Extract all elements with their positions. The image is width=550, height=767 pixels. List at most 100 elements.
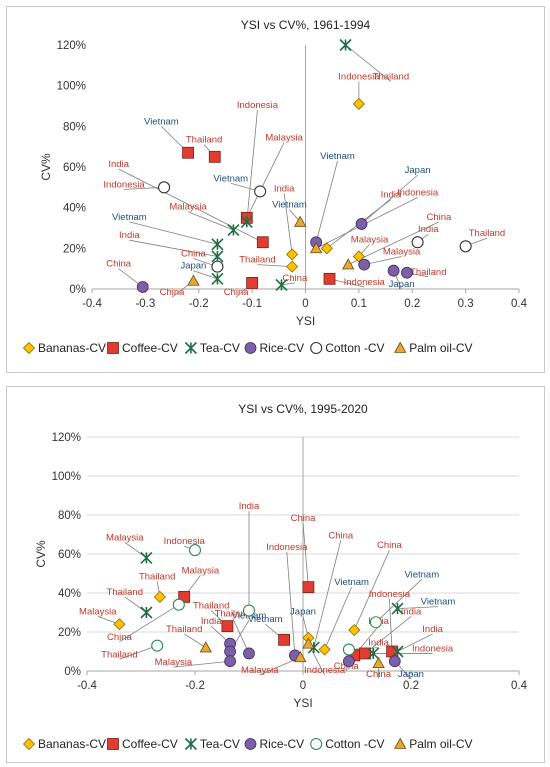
legend-label: Tea-CV: [200, 737, 240, 751]
x-tick-label: 0.2: [403, 680, 419, 692]
data-label: India: [368, 638, 389, 649]
data-label: Thailand: [186, 135, 222, 146]
data-point: [199, 641, 212, 653]
data-point: [242, 604, 256, 617]
data-point: [387, 264, 400, 277]
data-point: [348, 623, 361, 637]
data-label: India: [239, 501, 260, 512]
y-tick-label: 40%: [63, 203, 86, 215]
data-point: [172, 598, 185, 611]
data-label: Malaysia: [265, 133, 303, 144]
data-label: Vietnam: [248, 614, 283, 625]
data-label: India: [381, 190, 402, 201]
y-tick-label: 80%: [58, 510, 81, 522]
leader-line: [302, 522, 309, 588]
data-label: India: [422, 624, 443, 635]
data-point: [293, 215, 307, 227]
legend-label: Coffee-CV: [122, 737, 178, 751]
y-tick-label: 20%: [58, 627, 81, 639]
data-point: [188, 544, 202, 557]
x-tick-label: 0.4: [511, 298, 528, 310]
data-label: Vietnam: [213, 173, 248, 184]
data-point: [358, 258, 371, 271]
leader-line: [313, 540, 342, 648]
data-label: Thailand: [239, 255, 275, 266]
data-label: Japan: [389, 279, 415, 290]
data-label: Japan: [405, 165, 431, 176]
data-label: Thailand: [373, 72, 409, 83]
data-point: [227, 223, 240, 237]
y-tick-label: 120%: [52, 432, 81, 444]
data-point: [136, 281, 149, 293]
y-tick-label: 0%: [64, 666, 81, 678]
data-label: Thailand: [166, 624, 202, 635]
data-point: [352, 97, 365, 111]
data-point: [359, 647, 372, 660]
chart-panel-1961-1994: YSI vs CV%, 1961-1994 0% 20% 40% 60% 80% 100% 1…: [6, 6, 545, 373]
data-label: Indonesia: [344, 277, 386, 288]
legend-marker: [310, 737, 323, 751]
data-point: [153, 590, 166, 603]
data-label: Malaysia: [383, 246, 421, 257]
data-label: Vietnam: [272, 200, 307, 211]
leader-line: [286, 552, 296, 656]
x-tick-label: -0.4: [77, 680, 97, 692]
leader-line: [353, 549, 390, 631]
x-tick-label: 0.2: [404, 298, 420, 310]
leader-line: [119, 645, 158, 660]
data-label: Vietnam: [112, 212, 147, 223]
data-point: [342, 258, 355, 270]
leader-line: [173, 660, 231, 668]
x-axis-title: YSI: [296, 314, 315, 328]
data-label: Thailand: [107, 587, 143, 598]
x-tick-label: 0: [300, 680, 306, 692]
legend-label: Tea-CV: [200, 341, 240, 355]
data-label: Malaysia: [351, 234, 389, 245]
data-label: Japan: [398, 669, 424, 680]
data-point: [369, 616, 382, 629]
data-point: [243, 647, 255, 660]
leader-line: [183, 633, 207, 648]
data-point: [342, 655, 355, 668]
data-point: [302, 581, 315, 594]
data-point: [211, 238, 224, 251]
data-point: [113, 618, 126, 631]
legend-marker: [394, 737, 407, 749]
data-label: Vietnam: [320, 151, 355, 162]
legend-label: Cotton -CV: [325, 341, 384, 355]
data-label: Malaysia: [241, 665, 279, 676]
data-label: Indonesia: [164, 536, 206, 547]
data-label: China: [282, 273, 308, 284]
data-label: Malaysia: [79, 606, 117, 617]
leader-line: [315, 160, 338, 243]
legend-label: Cotton -CV: [325, 737, 384, 751]
data-label: Malaysia: [106, 532, 144, 543]
data-label: India: [274, 183, 295, 194]
leader-line: [118, 168, 263, 243]
data-point: [352, 250, 365, 263]
data-label: Thailand: [215, 608, 251, 619]
data-point: [254, 185, 267, 198]
data-point: [140, 606, 153, 619]
x-tick-label: -0.4: [82, 298, 102, 310]
data-point: [224, 645, 237, 658]
data-label: India: [108, 159, 129, 170]
legend-label: Palm oil-CV: [409, 737, 472, 751]
y-axis-title: CV%: [34, 540, 48, 568]
data-point: [459, 240, 472, 253]
leader-line: [281, 282, 295, 286]
data-label: Vietnam: [421, 597, 456, 608]
data-label: China: [160, 287, 186, 298]
data-point: [323, 272, 336, 285]
data-point: [388, 655, 401, 668]
data-label: China: [181, 249, 207, 260]
data-point: [278, 633, 291, 646]
data-point: [208, 150, 221, 163]
data-point: [386, 645, 399, 658]
x-axis-title: YSI: [293, 696, 312, 710]
data-label: Japan: [290, 606, 316, 617]
data-label: Indonesia: [237, 100, 279, 111]
leader-line: [246, 142, 285, 219]
data-point: [339, 38, 352, 52]
data-point: [275, 278, 288, 291]
